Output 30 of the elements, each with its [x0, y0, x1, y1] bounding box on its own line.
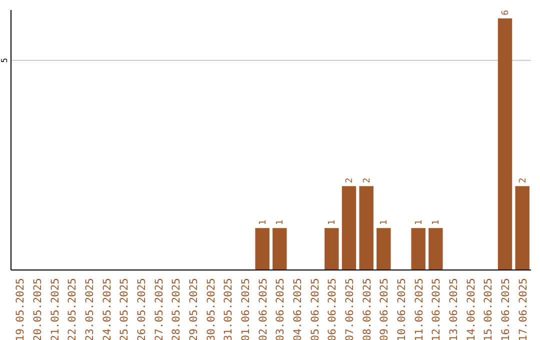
data-label: 1: [414, 220, 424, 226]
x-tick-label: 16.06.2025: [500, 278, 512, 340]
x-tick-label: 12.06.2025: [430, 278, 443, 340]
data-label: 2: [518, 178, 528, 184]
x-tick-label: 27.05.2025: [153, 278, 166, 340]
data-label: 6: [501, 10, 511, 16]
x-tick-label: 19.05.2025: [14, 278, 27, 340]
data-label: 1: [276, 220, 286, 226]
x-tick-label: 14.06.2025: [465, 278, 478, 340]
x-tick-label: 17.06.2025: [517, 278, 530, 340]
x-tick-label: 21.05.2025: [49, 278, 62, 340]
x-tick-label: 24.05.2025: [101, 278, 114, 340]
x-tick-label: 11.06.2025: [413, 278, 426, 340]
x-tick-label: 26.05.2025: [136, 278, 148, 340]
data-label: 1: [328, 220, 338, 226]
data-label: 1: [380, 220, 390, 226]
x-tick-label: 28.05.2025: [170, 278, 183, 340]
data-label: 2: [362, 178, 372, 184]
x-tick-label: 23.05.2025: [84, 278, 96, 340]
x-tick-label: 25.05.2025: [118, 278, 131, 340]
data-label: 1: [258, 220, 268, 226]
x-tick-label: 15.06.2025: [482, 278, 495, 340]
x-tick-label: 10.06.2025: [396, 278, 408, 340]
data-label: 1: [432, 220, 442, 226]
x-tick-label: 22.05.2025: [66, 278, 79, 340]
y-tick-label: 5: [0, 58, 9, 63]
data-label: 2: [345, 178, 355, 184]
x-tick-label: 29.05.2025: [188, 278, 200, 340]
x-tick-label: 13.06.2025: [448, 278, 460, 340]
x-tick-label: 20.05.2025: [32, 278, 44, 340]
